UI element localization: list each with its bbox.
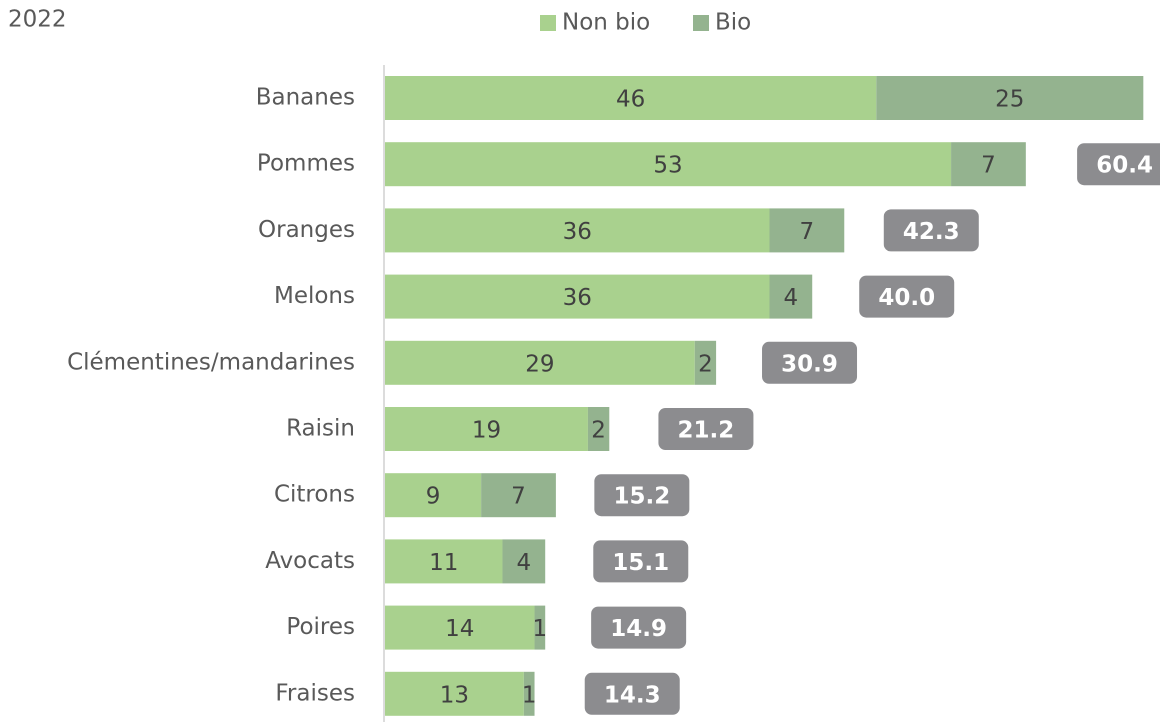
total-label: 14.9 (610, 616, 667, 642)
legend-swatch (693, 15, 709, 31)
data-label: 29 (525, 351, 554, 377)
y-tick-label: Poires (286, 614, 355, 640)
total-label: 14.3 (604, 682, 661, 708)
total-label: 30.9 (781, 351, 838, 377)
data-label: 7 (800, 219, 815, 245)
total-box (593, 540, 689, 583)
legend-label: Non bio (562, 10, 650, 36)
bar-segment (385, 407, 588, 451)
total-box (859, 275, 955, 318)
bar-segment (385, 76, 877, 120)
data-label: 2 (698, 351, 713, 377)
bar-segment (951, 142, 1026, 187)
bar-segment (385, 671, 524, 716)
y-tick-label: Citrons (274, 482, 355, 508)
bar-segment (523, 671, 535, 716)
total-box (584, 672, 680, 715)
data-label: 2 (591, 418, 606, 444)
bar-segment (876, 76, 1144, 120)
legend-swatch (540, 15, 556, 31)
bar-segment (769, 274, 813, 319)
bar-segment (385, 340, 695, 385)
total-label: 42.3 (903, 219, 960, 245)
total-box (658, 408, 754, 450)
total-box (883, 209, 979, 252)
data-label: 19 (472, 418, 501, 444)
data-label: 7 (511, 484, 526, 510)
data-label: 14 (445, 616, 474, 642)
bar-segment (385, 142, 952, 187)
total-box (762, 341, 858, 384)
data-label: 7 (981, 153, 996, 179)
bar-segment (481, 473, 556, 518)
data-label: 53 (653, 153, 682, 179)
data-label: 46 (616, 87, 645, 113)
bar-segment (587, 407, 610, 451)
bar-segment (385, 539, 503, 584)
data-label: 1 (533, 616, 548, 642)
data-label: 25 (995, 87, 1024, 113)
total-label: 21.2 (678, 418, 735, 444)
total-box (591, 606, 687, 649)
data-label: 4 (784, 285, 799, 311)
data-label: 9 (426, 484, 441, 510)
bar-segment (502, 539, 546, 584)
total-label: 40.0 (878, 285, 935, 311)
bar-segment (769, 208, 845, 253)
data-label: 13 (440, 682, 469, 708)
bar-segment (534, 605, 546, 650)
y-tick-label: Avocats (265, 548, 355, 574)
bar-segment (385, 208, 770, 253)
y-tick-label: Clémentines/mandarines (67, 349, 355, 375)
bar-segment (694, 340, 717, 385)
bar-segment (385, 274, 770, 319)
total-box (1077, 143, 1160, 186)
total-label: 15.1 (612, 550, 669, 576)
y-tick-label: Melons (274, 283, 355, 309)
bar-segment (385, 473, 482, 518)
data-label: 4 (517, 550, 532, 576)
bar-segment (385, 605, 535, 650)
total-label: 60.4 (1096, 153, 1153, 179)
chart-title: 2022 (8, 7, 67, 33)
y-tick-label: Pommes (257, 151, 355, 177)
data-label: 36 (563, 285, 592, 311)
y-tick-label: Fraises (275, 680, 355, 706)
legend-label: Bio (715, 10, 751, 36)
total-label: 15.2 (613, 484, 670, 510)
y-tick-label: Bananes (256, 85, 355, 111)
data-label: 11 (429, 550, 458, 576)
data-label: 1 (522, 682, 537, 708)
y-tick-label: Oranges (258, 217, 355, 243)
data-label: 36 (563, 219, 592, 245)
total-box (594, 474, 690, 517)
y-tick-label: Raisin (286, 416, 355, 442)
